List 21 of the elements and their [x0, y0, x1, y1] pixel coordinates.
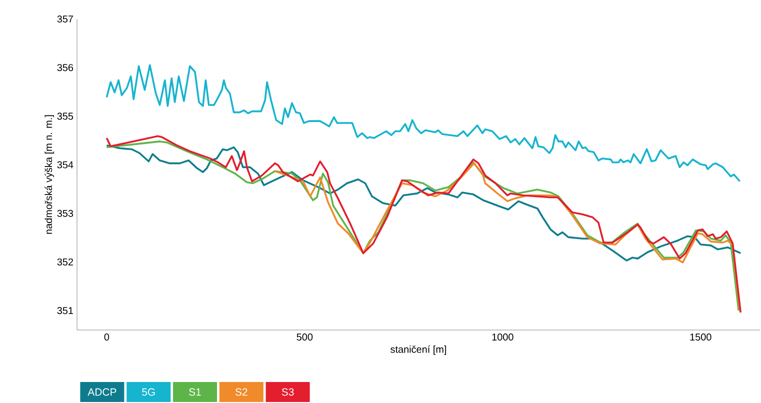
- line-series: [274, 162, 741, 312]
- y-tick-label: 357: [57, 15, 73, 23]
- y-tick-label: 353: [57, 210, 74, 217]
- y-tick-label: 352: [57, 258, 73, 266]
- x-tick-label: 500: [296, 334, 313, 341]
- text: 5G: [142, 388, 155, 396]
- y-tick-label: 354: [57, 161, 74, 168]
- y-axis-title: nadmořská výška [m n. m.]: [44, 115, 54, 234]
- x-tick-label: 0: [104, 334, 110, 341]
- text: ADCP: [88, 388, 116, 396]
- text: S2: [235, 388, 248, 396]
- x-tick-label: 1000: [492, 334, 514, 341]
- y-tick-label: 355: [57, 112, 74, 120]
- y-tick-label: 351: [57, 307, 73, 314]
- text: S1: [189, 388, 201, 396]
- y-tick-label: 356: [57, 64, 74, 72]
- line-series: [106, 144, 742, 262]
- line-series: [106, 64, 741, 182]
- x-axis-title: staničení [m]: [390, 345, 446, 355]
- x-tick-label: 1500: [690, 334, 712, 341]
- text: S3: [282, 388, 294, 396]
